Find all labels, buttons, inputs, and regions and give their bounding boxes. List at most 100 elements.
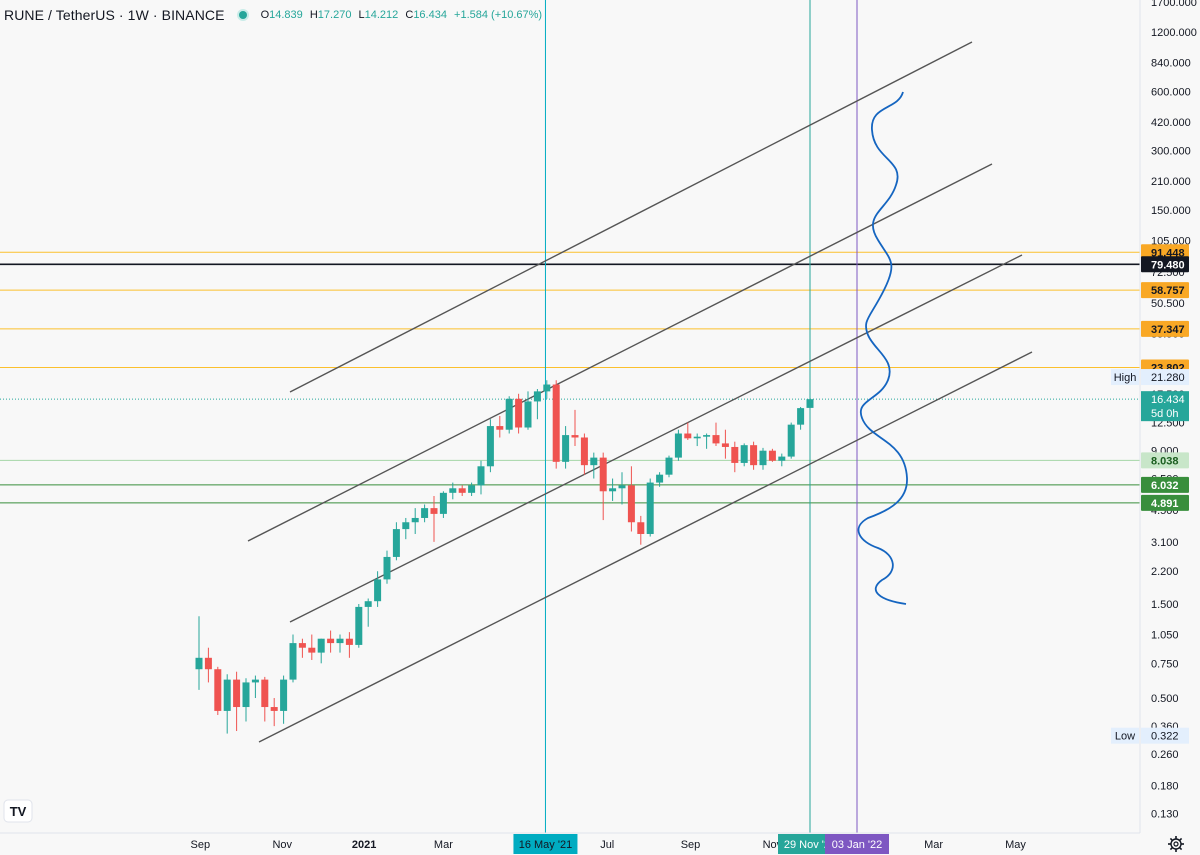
x-tick-label: Sep — [191, 839, 211, 851]
y-tick-label: 210.000 — [1151, 176, 1191, 188]
candle-body[interactable] — [665, 457, 673, 475]
level-price-label: 79.480 — [1151, 259, 1185, 271]
candle-body[interactable] — [223, 679, 231, 711]
ohlc-open: O14.839 — [260, 9, 303, 21]
candle-body[interactable] — [646, 482, 654, 534]
candle-body[interactable] — [524, 401, 532, 428]
candle-body[interactable] — [355, 606, 363, 645]
candle-body[interactable] — [280, 679, 288, 711]
y-tick-label: 50.500 — [1151, 298, 1185, 310]
candle-body[interactable] — [439, 492, 447, 514]
channel-line-lower-mid[interactable] — [289, 254, 1023, 623]
candle-body[interactable] — [787, 424, 795, 457]
candle-body[interactable] — [308, 647, 316, 653]
candle-body[interactable] — [458, 488, 466, 493]
candle-body[interactable] — [684, 433, 692, 439]
candle-body[interactable] — [580, 437, 588, 466]
candle-body[interactable] — [693, 436, 701, 439]
candle-body[interactable] — [515, 398, 523, 428]
candle-body[interactable] — [336, 638, 344, 644]
candle-body[interactable] — [364, 601, 372, 607]
candle-body[interactable] — [703, 435, 711, 437]
candle-body[interactable] — [383, 556, 391, 580]
y-tick-label: 2.200 — [1151, 566, 1179, 578]
candle-body[interactable] — [627, 485, 635, 523]
y-tick-label: 0.500 — [1151, 693, 1179, 705]
candle-body[interactable] — [590, 457, 598, 466]
symbol-title[interactable]: RUNE / TetherUS · 1W · BINANCE — [4, 7, 225, 23]
candle-body[interactable] — [477, 466, 485, 486]
candle-body[interactable] — [421, 508, 429, 518]
candle-body[interactable] — [768, 450, 776, 461]
candle-body[interactable] — [251, 679, 259, 683]
candle-body[interactable] — [402, 522, 410, 530]
candle-body[interactable] — [289, 643, 297, 680]
candle-body[interactable] — [609, 488, 617, 492]
candle-body[interactable] — [533, 391, 541, 402]
candle-body[interactable] — [233, 679, 241, 708]
vertical-marker-tag — [825, 834, 889, 854]
chart-background — [0, 0, 1140, 833]
channel-line-bottom[interactable] — [258, 351, 1033, 743]
candle-body[interactable] — [750, 445, 758, 466]
candle-body[interactable] — [552, 384, 560, 462]
x-tick-label: Nov — [763, 839, 783, 851]
candle-body[interactable] — [468, 485, 476, 493]
bar-countdown-label: 5d 0h — [1151, 408, 1179, 420]
candle-body[interactable] — [496, 426, 504, 430]
y-tick-label: 0.130 — [1151, 808, 1179, 820]
level-price-label: 58.757 — [1151, 285, 1185, 297]
candle-body[interactable] — [637, 522, 645, 534]
wave-projection[interactable] — [857, 91, 908, 605]
candle-body[interactable] — [599, 457, 607, 492]
last-price-tag — [1141, 391, 1189, 422]
chart-legend[interactable]: RUNE / TetherUS · 1W · BINANCE O14.839 H… — [4, 6, 546, 24]
candle-body[interactable] — [392, 529, 400, 557]
candle-body[interactable] — [411, 517, 419, 523]
candle-body[interactable] — [298, 643, 306, 648]
low-tag: Low — [1115, 731, 1135, 743]
candle-body[interactable] — [261, 679, 269, 708]
candle-body[interactable] — [759, 450, 767, 466]
candle-body[interactable] — [740, 445, 748, 463]
candle-body[interactable] — [430, 508, 438, 514]
candle-body[interactable] — [712, 435, 720, 444]
candle-body[interactable] — [345, 638, 353, 645]
candle-body[interactable] — [778, 456, 786, 461]
low-value-label: 0.322 — [1151, 731, 1179, 743]
y-tick-label: 0.750 — [1151, 658, 1179, 670]
y-tick-label: 840.000 — [1151, 58, 1191, 70]
candle-body[interactable] — [721, 443, 729, 447]
candle-body[interactable] — [731, 446, 739, 463]
candle-body[interactable] — [195, 657, 203, 670]
channel-line-top[interactable] — [289, 41, 973, 393]
candle-body[interactable] — [214, 669, 222, 711]
candle-body[interactable] — [505, 398, 513, 430]
channel-line-upper-mid[interactable] — [247, 163, 993, 542]
tradingview-logo[interactable]: TV — [3, 799, 33, 823]
candle-body[interactable] — [618, 485, 626, 489]
x-tick-label: 2021 — [352, 839, 376, 851]
candle-body[interactable] — [242, 682, 250, 708]
candle-body[interactable] — [571, 435, 579, 438]
candle-body[interactable] — [797, 408, 805, 425]
level-price-tag — [1141, 320, 1189, 337]
level-price-tag — [1141, 494, 1189, 511]
candle-body[interactable] — [562, 435, 570, 462]
candle-body[interactable] — [204, 657, 212, 670]
candle-body[interactable] — [317, 638, 325, 653]
candle-body[interactable] — [270, 707, 278, 711]
x-tick-label: Mar — [924, 839, 943, 851]
candle-body[interactable] — [374, 579, 382, 602]
low-tag-box — [1111, 727, 1139, 744]
candle-body[interactable] — [543, 384, 551, 392]
candle-body[interactable] — [806, 399, 814, 408]
candle-body[interactable] — [486, 426, 494, 467]
settings-gear-icon[interactable] — [1168, 836, 1184, 852]
candle-body[interactable] — [327, 638, 335, 644]
y-tick-label: 1200.000 — [1151, 27, 1197, 39]
candle-body[interactable] — [674, 433, 682, 458]
candle-body[interactable] — [449, 488, 457, 493]
candle-body[interactable] — [656, 474, 664, 483]
